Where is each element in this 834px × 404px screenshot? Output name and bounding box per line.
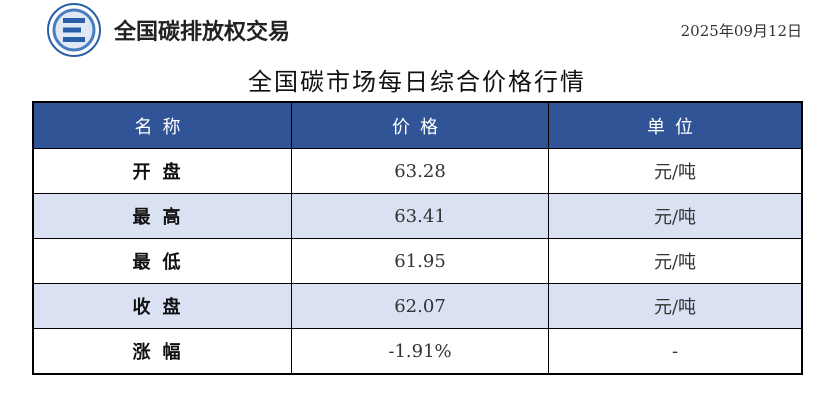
column-header-price: 价格 (291, 101, 549, 149)
table-row: 最低 61.95 元/吨 (32, 238, 803, 284)
row-unit: - (548, 328, 803, 375)
row-name: 最低 (32, 238, 292, 284)
exchange-logo-icon (47, 3, 101, 57)
table-row: 收盘 62.07 元/吨 (32, 283, 803, 329)
row-unit: 元/吨 (548, 238, 803, 284)
row-price: 63.28 (291, 148, 549, 194)
report-date: 2025年09月12日 (680, 22, 802, 40)
brand-name: 全国碳排放权交易 (114, 20, 291, 45)
row-name: 开盘 (32, 148, 292, 194)
row-price: 63.41 (291, 193, 549, 239)
table-header-row: 名称 价格 单位 (32, 101, 803, 149)
column-header-name: 名称 (32, 101, 292, 149)
row-name: 涨幅 (32, 328, 292, 375)
page-title: 全国碳市场每日综合价格行情 (248, 68, 586, 96)
row-unit: 元/吨 (548, 148, 803, 194)
table-row: 最高 63.41 元/吨 (32, 193, 803, 239)
row-price: 61.95 (291, 238, 549, 284)
row-price: 62.07 (291, 283, 549, 329)
row-name: 最高 (32, 193, 292, 239)
row-name: 收盘 (32, 283, 292, 329)
row-unit: 元/吨 (548, 193, 803, 239)
price-table: 名称 价格 单位 开盘 63.28 元/吨 最高 63.41 元/吨 最低 61.95 元/… (32, 101, 803, 375)
column-header-unit: 单位 (548, 101, 803, 149)
row-price: -1.91% (291, 328, 549, 375)
table-row: 涨幅 -1.91% - (32, 328, 803, 375)
row-unit: 元/吨 (548, 283, 803, 329)
table-row: 开盘 63.28 元/吨 (32, 148, 803, 194)
